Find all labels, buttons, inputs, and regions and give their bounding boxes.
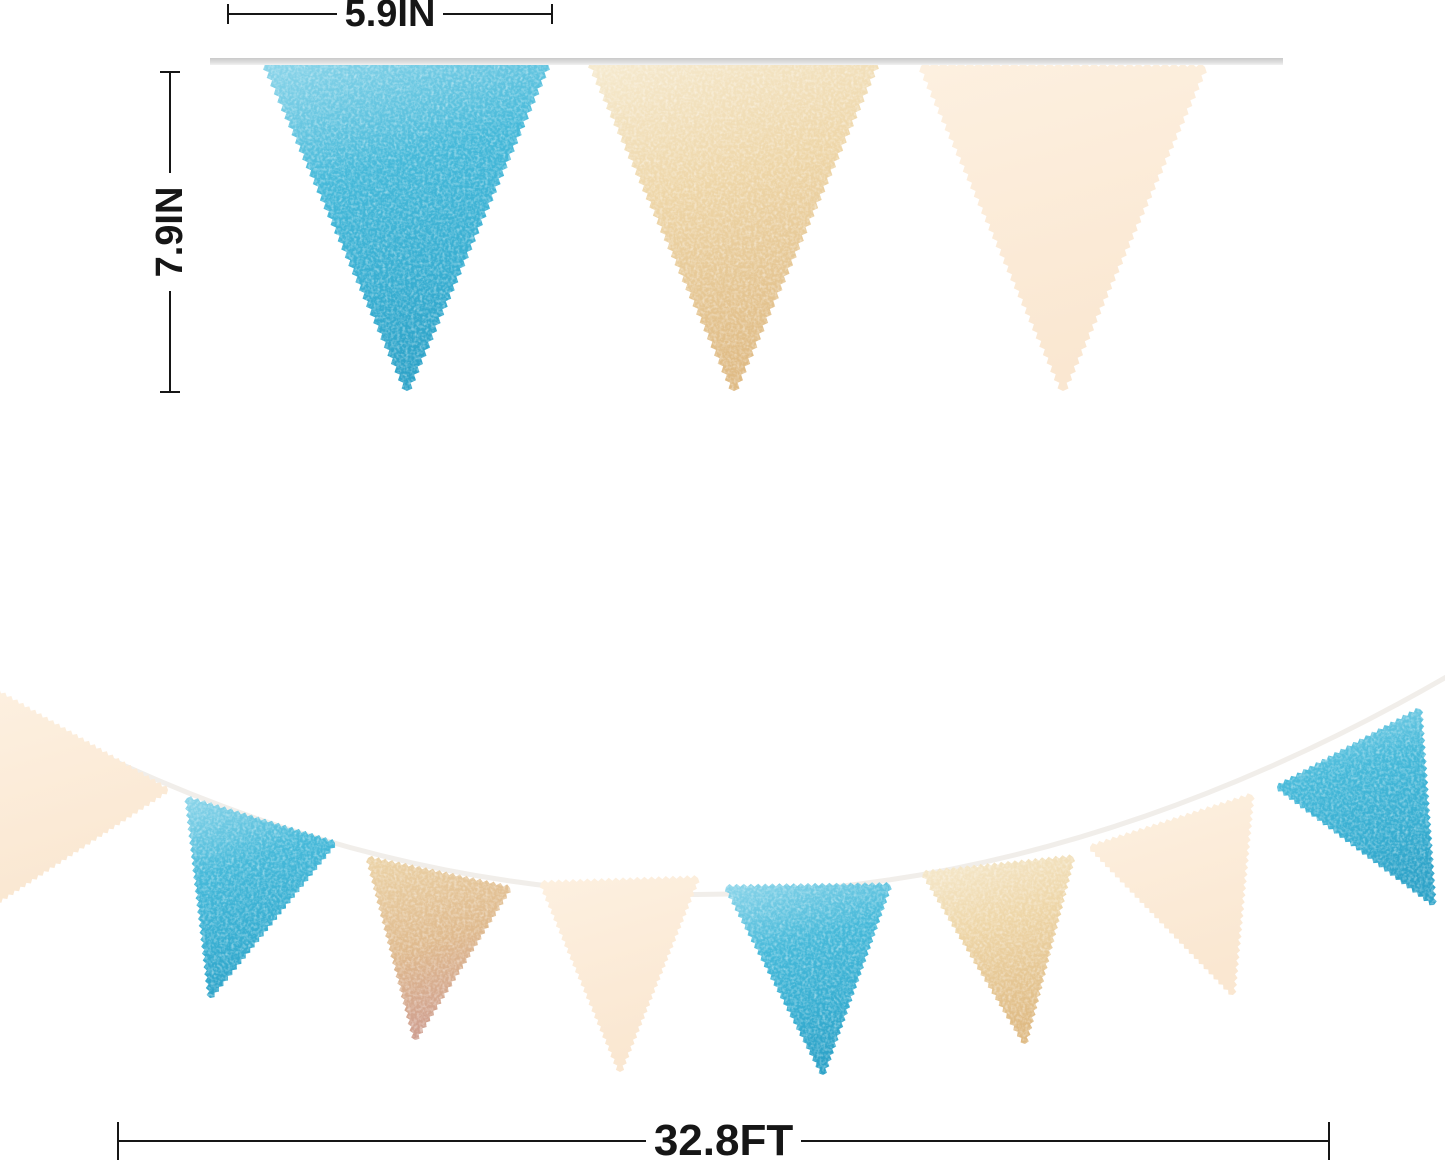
foil-texture-overlay (1277, 708, 1437, 906)
cream-pennant-flag (919, 62, 1207, 391)
dimension-line (443, 13, 552, 15)
cream-pennant-flag (0, 690, 168, 903)
flag-height-dimension: 7.9IN (149, 71, 191, 393)
dimension-line (169, 291, 171, 391)
dimension-tick (551, 4, 554, 24)
flag-height-label: 7.9IN (149, 186, 191, 278)
hanging-string (210, 58, 1283, 65)
dimension-tick (227, 4, 229, 24)
foil-texture-overlay (184, 796, 336, 998)
foil-texture-overlay (922, 854, 1075, 1044)
bottom-banner-garland (0, 674, 1445, 1075)
foil-texture-overlay (725, 882, 892, 1075)
dimension-tick (117, 1122, 119, 1160)
flag-width-dimension: 5.9IN (227, 0, 554, 35)
flag-width-label: 5.9IN (344, 0, 436, 35)
cream-pennant-flag (539, 875, 700, 1072)
total-length-dimension: 32.8FT (117, 1116, 1331, 1164)
foil-texture-overlay (588, 58, 879, 391)
flag-height-label-wrap: 7.9IN (149, 173, 191, 291)
dimension-tick (1328, 1122, 1331, 1160)
dimension-tick (160, 71, 180, 73)
dimension-tick (160, 391, 180, 393)
total-length-label: 32.8FT (653, 1116, 794, 1164)
foil-texture-overlay (366, 855, 511, 1040)
cream-pennant-flag (1090, 793, 1255, 995)
dimension-line (229, 13, 337, 15)
dimension-line (169, 73, 171, 173)
garland-string (0, 674, 1445, 897)
foil-texture-overlay (263, 60, 550, 391)
dimension-line (119, 1140, 646, 1142)
dimension-line (801, 1140, 1329, 1142)
top-banner-sample-flags (210, 58, 1283, 391)
